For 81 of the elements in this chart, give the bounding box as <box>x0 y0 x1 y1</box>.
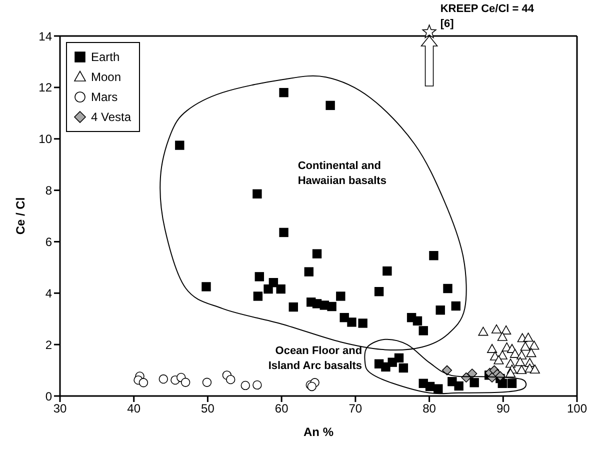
point <box>336 292 346 301</box>
point <box>264 284 273 294</box>
point <box>276 284 286 294</box>
point <box>279 228 288 238</box>
y-tick-label: 12 <box>38 80 52 95</box>
text: KREEP Ce/Cl = 44 [6] <box>440 2 536 32</box>
point <box>516 350 527 360</box>
point <box>175 140 184 150</box>
y-tick-label: 8 <box>45 184 52 198</box>
point <box>520 342 530 351</box>
point <box>515 357 526 366</box>
point <box>240 380 250 390</box>
y-tick-label: 2 <box>45 338 52 352</box>
point <box>253 292 263 301</box>
point <box>382 266 392 276</box>
point <box>288 302 298 312</box>
point <box>530 364 540 374</box>
point <box>491 324 502 334</box>
point <box>478 326 488 336</box>
point <box>510 348 520 358</box>
point <box>347 318 356 327</box>
point <box>202 378 212 387</box>
point <box>529 340 540 350</box>
point <box>394 353 404 363</box>
point <box>138 378 148 388</box>
point <box>158 374 168 384</box>
point <box>487 344 498 353</box>
annotation: Continental and Hawaiian basalts <box>298 159 388 190</box>
point <box>443 284 452 294</box>
point <box>279 88 288 98</box>
point <box>254 272 264 282</box>
point <box>497 332 508 341</box>
point <box>398 363 408 373</box>
point <box>467 368 478 379</box>
point <box>501 325 512 334</box>
x-tick-label: 40 <box>127 402 141 416</box>
point <box>523 332 534 342</box>
point <box>494 355 504 364</box>
y-tick-label: 4 <box>45 286 52 300</box>
point <box>454 381 464 391</box>
x-tick-label: 100 <box>566 402 588 416</box>
point <box>434 384 443 394</box>
x-tick-label: 80 <box>422 402 436 416</box>
point <box>506 368 516 378</box>
point <box>526 348 536 358</box>
point <box>516 365 527 374</box>
x-tick-label: 90 <box>496 402 510 416</box>
point <box>429 251 438 260</box>
legend-label: Mars <box>91 90 118 104</box>
point <box>252 380 262 390</box>
y-tick-label: 0 <box>45 389 52 404</box>
x-tick-label: 70 <box>348 402 362 416</box>
x-tick-label: 50 <box>201 402 215 416</box>
point <box>304 267 314 276</box>
point <box>412 316 422 326</box>
point <box>312 249 322 258</box>
point <box>374 287 384 296</box>
point <box>451 301 460 311</box>
point <box>226 374 236 384</box>
point <box>358 318 368 328</box>
point <box>326 100 335 110</box>
point <box>340 312 349 322</box>
legend-label: Moon <box>91 70 122 84</box>
y-axis-title: Ce / Cl <box>13 197 28 235</box>
point <box>180 378 190 387</box>
point <box>507 378 517 388</box>
x-axis-title: An % <box>304 425 334 439</box>
x-tick-label: 60 <box>274 402 289 416</box>
point <box>202 282 211 292</box>
point <box>436 306 445 315</box>
point <box>327 302 336 312</box>
x-tick-label: 30 <box>53 402 67 416</box>
y-tick-label: 14 <box>38 29 52 44</box>
legend-label: 4 Vesta <box>91 110 132 124</box>
legend-label: Earth <box>91 50 120 64</box>
point <box>252 189 262 198</box>
y-tick-label: 6 <box>45 234 52 249</box>
annotation: Ocean Floor and Island Arc basalts <box>267 344 362 374</box>
point <box>418 326 428 336</box>
y-tick-label: 10 <box>38 132 52 146</box>
point <box>470 378 479 388</box>
